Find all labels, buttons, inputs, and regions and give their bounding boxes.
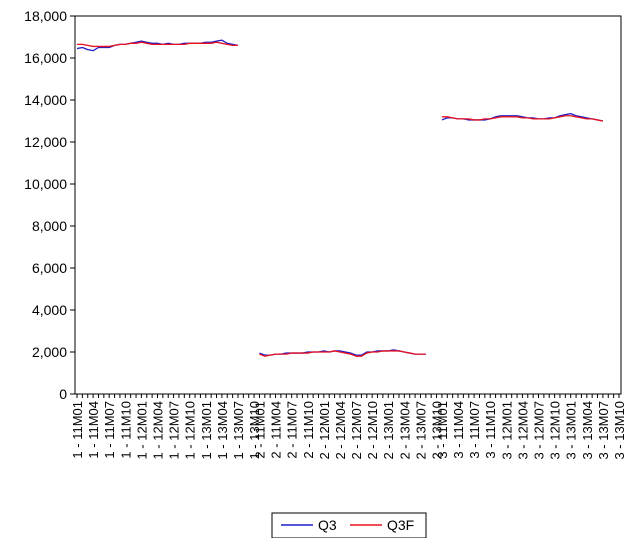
- x-tick-label: 1 - 12M04: [150, 401, 165, 460]
- x-tick-label: 2 - 11M04: [269, 401, 284, 459]
- x-tick-label: 3 - 13M04: [580, 401, 595, 460]
- series-line-q3f: [77, 41, 238, 48]
- x-tick-label: 1 - 11M07: [102, 401, 117, 459]
- x-tick-label: 1 - 13M10: [247, 401, 262, 460]
- y-tick-label: 6,000: [32, 260, 67, 276]
- y-tick-label: 0: [59, 386, 67, 402]
- x-tick-label: 2 - 11M10: [301, 401, 316, 459]
- x-tick-label: 2 - 12M01: [317, 401, 332, 460]
- x-tick-label: 1 - 11M01: [70, 401, 85, 459]
- x-tick-label: 2 - 13M10: [430, 401, 445, 460]
- x-tick-label: 1 - 12M01: [134, 401, 149, 460]
- y-tick-label: 12,000: [24, 134, 67, 150]
- y-axis: 0 2,000 4,000 6,000 8,000 10,000 12,000 14,000 1…: [24, 8, 75, 402]
- x-tick-label: 2 - 12M04: [333, 401, 348, 460]
- series-line-q3f: [259, 350, 426, 357]
- x-tick-label: 2 - 12M07: [349, 401, 364, 460]
- x-tick-label: 1 - 13M07: [231, 401, 246, 460]
- x-tick-label: 3 - 13M10: [612, 401, 627, 460]
- x-tick-label: 3 - 11M10: [483, 401, 498, 459]
- x-tick-label: 3 - 11M07: [467, 401, 482, 459]
- y-tick-label: 4,000: [32, 302, 67, 318]
- y-tick-label: 16,000: [24, 50, 67, 66]
- x-tick-label: 1 - 11M10: [118, 401, 133, 459]
- y-tick-label: 8,000: [32, 218, 67, 234]
- plot-frame: [74, 15, 622, 395]
- series-line-q3: [76, 39, 239, 52]
- x-axis: 1 - 11M01 1 - 11M04 1 - 11M07 1 - 11M10 1 - …: [70, 394, 627, 460]
- legend-label-q3f: Q3F: [387, 517, 414, 533]
- x-tick-label: 2 - 13M04: [397, 401, 412, 460]
- x-tick-label: 3 - 12M01: [499, 401, 514, 460]
- x-tick-label: 3 - 13M07: [596, 401, 611, 460]
- y-tick-label: 10,000: [24, 176, 67, 192]
- y-tick-label: 2,000: [32, 344, 67, 360]
- x-tick-label: 3 - 11M01: [435, 401, 450, 459]
- series-layer: [76, 39, 604, 357]
- y-tick-label: 18,000: [24, 8, 67, 24]
- series-q3: [76, 39, 604, 356]
- x-tick-label: 3 - 12M04: [515, 401, 530, 460]
- series-line-q3: [441, 113, 604, 122]
- x-tick-label: 2 - 13M07: [413, 401, 428, 460]
- x-tick-label: 1 - 13M04: [215, 401, 230, 460]
- x-tick-label: 3 - 13M01: [564, 401, 579, 460]
- y-tick-label: 14,000: [24, 92, 67, 108]
- legend-label-q3: Q3: [318, 517, 337, 533]
- x-tick-label: 2 - 12M10: [365, 401, 380, 460]
- x-tick-label: 1 - 13M01: [199, 401, 214, 460]
- series-line-q3f: [441, 115, 604, 122]
- x-tick-label: 1 - 12M10: [183, 401, 198, 460]
- series-q3f: [77, 41, 604, 357]
- x-tick-label: 2 - 11M01: [252, 401, 267, 459]
- x-tick-label: 1 - 12M07: [167, 401, 182, 460]
- x-tick-label: 1 - 11M04: [86, 401, 101, 459]
- legend: Q3 Q3F: [271, 512, 427, 538]
- x-tick-label: 3 - 12M10: [548, 401, 563, 460]
- x-tick-label: 3 - 11M04: [451, 401, 466, 459]
- x-tick-label: 3 - 12M07: [532, 401, 547, 460]
- x-tick-label: 2 - 11M07: [285, 401, 300, 459]
- x-tick-label: 2 - 13M01: [381, 401, 396, 460]
